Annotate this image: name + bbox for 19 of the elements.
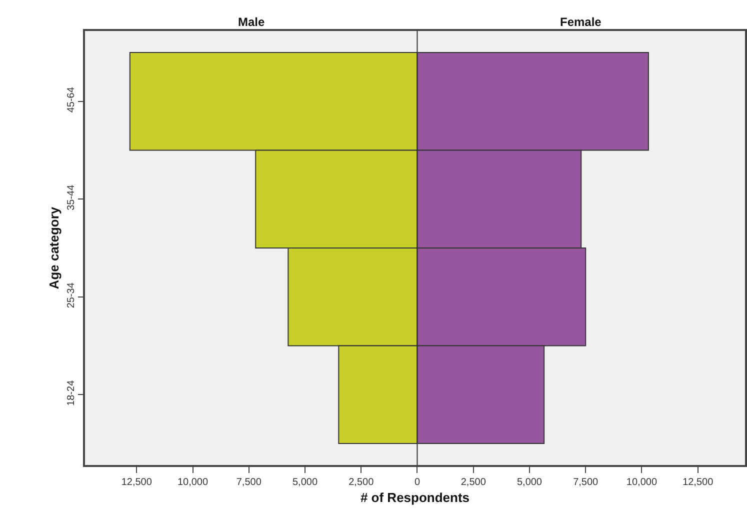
x-tick-label: 12,500: [121, 477, 152, 488]
x-tick-label: 2,500: [460, 477, 486, 488]
x-tick-label: 12,500: [682, 477, 714, 488]
series-label: Male: [238, 15, 266, 29]
x-tick-label: 5,000: [292, 477, 318, 488]
x-axis-title: # of Respondents: [360, 490, 470, 506]
y-tick-label: 18-24: [66, 380, 77, 406]
x-tick-label: 7,500: [573, 477, 599, 488]
y-tick-label: 45-64: [66, 86, 77, 113]
series-label: Female: [560, 15, 602, 29]
x-tick-label: 5,000: [516, 477, 542, 488]
x-tick-label: 10,000: [177, 477, 208, 488]
x-tick-label: 7,500: [236, 477, 262, 488]
y-axis-title: Age category: [46, 206, 62, 290]
x-tick-label: 2,500: [348, 477, 374, 488]
x-tick-label: 10,000: [626, 477, 658, 488]
y-tick-label: 35-44: [66, 184, 77, 210]
y-tick-label: 25-34: [66, 282, 77, 308]
x-tick-label: 0: [414, 477, 420, 488]
